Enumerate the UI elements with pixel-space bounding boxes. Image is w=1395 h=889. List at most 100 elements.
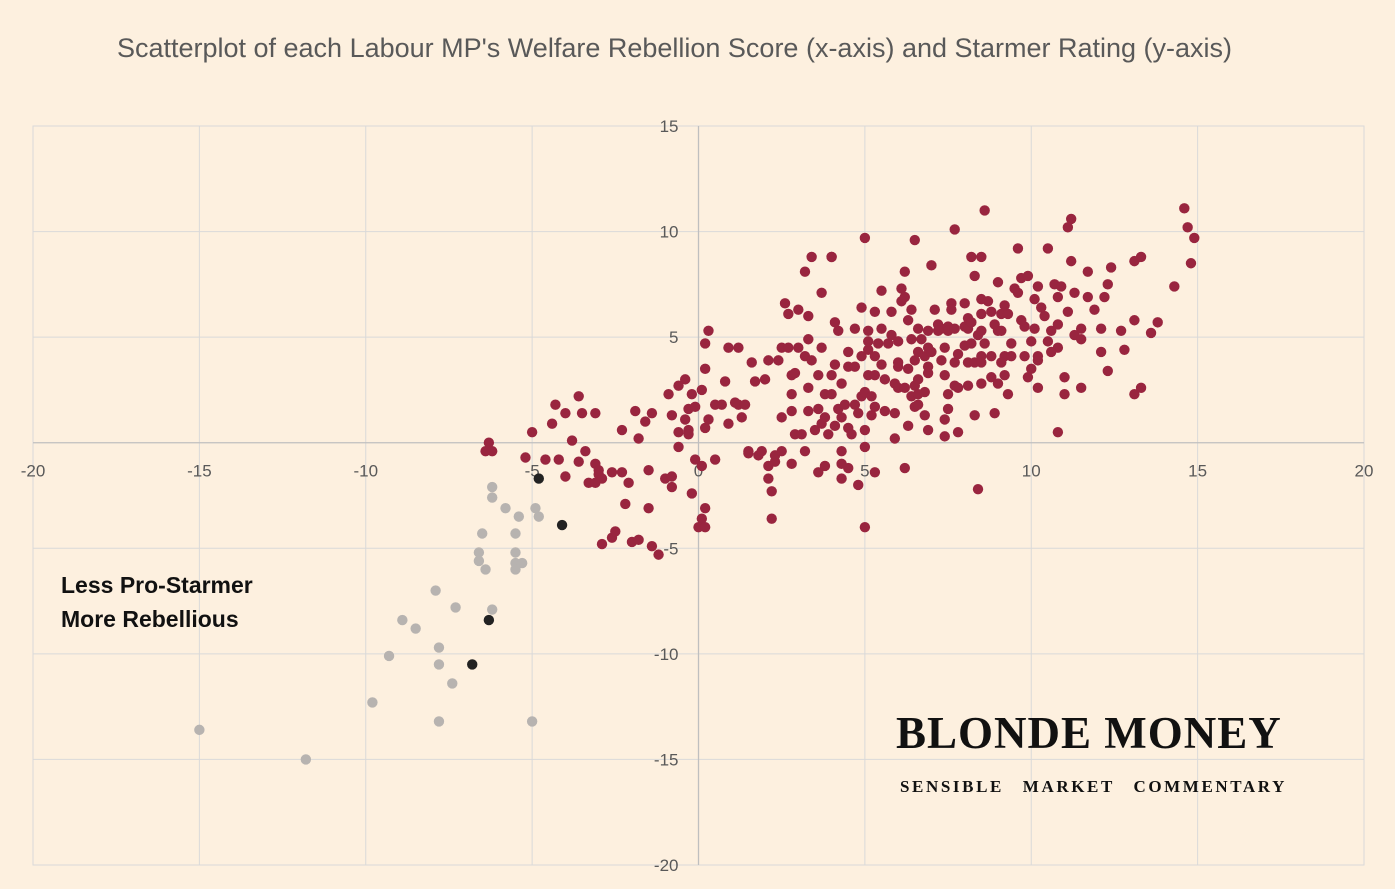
chart-title: Scatterplot of each Labour MP's Welfare …: [116, 33, 1233, 63]
data-point: [766, 486, 777, 497]
data-point: [863, 344, 874, 356]
data-point: [773, 355, 784, 366]
data-point: [912, 374, 924, 385]
data-point: [979, 338, 990, 349]
data-point: [1012, 243, 1024, 254]
data-point: [633, 433, 644, 444]
data-point: [926, 346, 937, 358]
data-point: [976, 378, 987, 389]
data-point: [869, 350, 881, 362]
x-tick-label: -20: [21, 462, 46, 481]
data-point: [1032, 350, 1044, 362]
data-point: [450, 602, 461, 613]
data-point: [843, 346, 854, 358]
data-point: [486, 481, 498, 493]
data-point: [1032, 382, 1044, 394]
data-point: [779, 298, 791, 309]
data-point: [949, 323, 960, 334]
brand-logo: BLONDE MONEY SENSIBLE MARKET COMMENTARY: [896, 705, 1336, 797]
data-point: [1022, 270, 1034, 282]
data-point: [1065, 255, 1077, 267]
data-point: [966, 251, 977, 263]
data-point: [689, 401, 701, 413]
data-point: [696, 384, 708, 396]
data-point: [1069, 287, 1080, 299]
data-point: [759, 374, 771, 385]
data-point: [823, 429, 834, 440]
data-point: [889, 433, 901, 444]
data-point: [483, 614, 495, 626]
data-point: [1055, 281, 1067, 292]
data-point: [397, 614, 408, 626]
data-point: [849, 399, 861, 410]
data-point: [643, 464, 654, 476]
data-point: [839, 399, 851, 410]
data-point: [776, 412, 787, 423]
data-point: [1052, 291, 1064, 303]
data-point: [1029, 323, 1040, 334]
data-point: [892, 336, 904, 347]
data-point: [836, 445, 847, 457]
data-point: [982, 296, 994, 307]
data-point: [1075, 323, 1087, 334]
data-point: [646, 540, 658, 552]
data-point: [776, 445, 787, 457]
x-tick-label: 0: [694, 462, 703, 481]
x-tick-label: -10: [353, 462, 378, 481]
data-point: [813, 369, 824, 381]
data-point: [573, 456, 584, 467]
data-point: [1009, 283, 1020, 294]
data-point: [553, 454, 564, 465]
data-point: [843, 462, 854, 474]
data-point: [979, 205, 990, 216]
data-point: [1135, 251, 1147, 263]
data-point: [719, 376, 731, 387]
data-point: [756, 445, 767, 457]
data-point: [763, 473, 774, 484]
data-point: [922, 325, 934, 337]
data-point: [826, 369, 837, 381]
data-point: [1002, 308, 1014, 320]
data-point: [972, 483, 984, 495]
data-point: [699, 422, 711, 434]
logo-title: BLONDE MONEY: [896, 708, 1282, 758]
y-tick-label: 5: [669, 328, 678, 347]
data-point: [866, 391, 877, 402]
data-point: [996, 325, 1007, 337]
data-point: [723, 342, 734, 353]
data-point: [919, 410, 930, 421]
data-point: [853, 407, 864, 419]
data-point: [703, 325, 714, 337]
data-point: [866, 410, 877, 421]
data-point: [1046, 325, 1057, 337]
data-point: [1032, 281, 1044, 292]
data-point: [899, 382, 911, 394]
data-point: [556, 519, 568, 531]
data-point: [620, 498, 631, 510]
data-point: [816, 287, 827, 299]
data-point: [723, 418, 734, 429]
data-point: [976, 325, 987, 337]
data-point: [949, 224, 960, 235]
data-point: [952, 348, 964, 360]
data-point: [736, 412, 747, 423]
data-point: [596, 538, 608, 550]
data-point: [709, 454, 721, 465]
x-tick-label: 20: [1355, 462, 1374, 481]
data-point: [856, 350, 867, 362]
data-point: [906, 304, 917, 315]
data-point: [679, 414, 691, 425]
data-point: [996, 357, 1007, 368]
data-point: [433, 642, 445, 653]
data-point: [929, 304, 940, 315]
y-tick-label: -15: [654, 750, 679, 769]
data-point: [673, 426, 684, 438]
data-point: [510, 528, 521, 539]
data-point: [969, 410, 980, 421]
series-1: [194, 481, 544, 765]
y-tick-label: -20: [654, 856, 679, 875]
data-point: [640, 416, 651, 427]
data-point: [699, 338, 711, 349]
data-point: [976, 251, 987, 263]
